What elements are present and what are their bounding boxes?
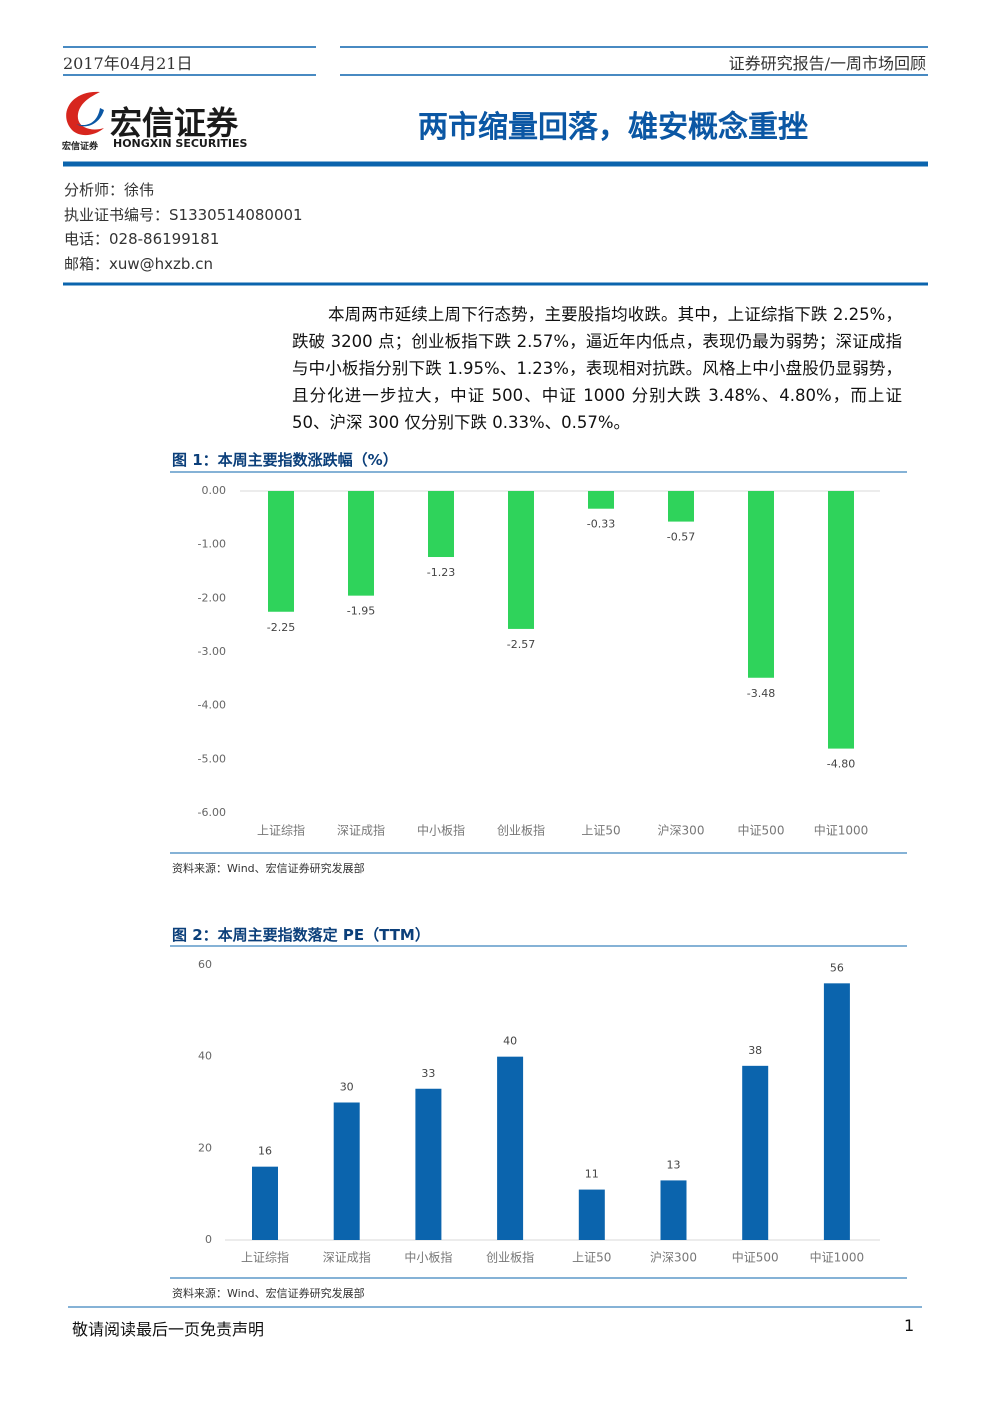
analyst-line: 邮箱：xuw@hxzb.cn xyxy=(64,254,213,273)
x-tick-label: 中证500 xyxy=(732,1250,779,1265)
bar xyxy=(828,491,854,749)
data-label: 11 xyxy=(585,1168,599,1181)
x-tick-label: 深证成指 xyxy=(323,1250,371,1265)
x-tick-label: 上证50 xyxy=(572,1251,611,1265)
y-tick-label: -6.00 xyxy=(198,806,226,819)
chart-title: 图 1：本周主要指数涨跌幅（%） xyxy=(172,451,398,469)
x-tick-label: 中小板指 xyxy=(417,823,465,838)
chart-source: 资料来源：Wind、宏信证券研究发展部 xyxy=(172,862,365,875)
y-tick-label: -3.00 xyxy=(198,645,226,658)
y-tick-label: 20 xyxy=(198,1141,212,1154)
x-tick-label: 中小板指 xyxy=(404,1250,452,1265)
x-tick-label: 深证成指 xyxy=(337,823,385,838)
data-label: -4.80 xyxy=(827,758,855,771)
data-label: 33 xyxy=(421,1067,435,1080)
data-label: 16 xyxy=(258,1145,272,1158)
data-label: -1.23 xyxy=(427,566,455,579)
analyst-info: 分析师：徐伟 执业证书编号：S1330514080001 电话：028-8619… xyxy=(64,178,303,276)
logo-small: 宏信证券 xyxy=(62,142,99,152)
bar xyxy=(588,491,614,509)
analyst-line: 分析师：徐伟 xyxy=(64,181,155,199)
y-tick-label: 60 xyxy=(198,958,212,971)
x-tick-label: 上证综指 xyxy=(257,823,305,838)
disclaimer: 敬请阅读最后一页免责声明 xyxy=(72,1320,265,1339)
bar xyxy=(508,491,534,629)
y-tick-label: -5.00 xyxy=(198,752,226,765)
data-label: 40 xyxy=(503,1035,517,1048)
bar xyxy=(415,1088,442,1240)
bar xyxy=(823,983,850,1240)
logo-swirl xyxy=(76,108,104,127)
body-text: 本周两市延续上周下行态势，主要股指均收跌。其中，上证综指下跌 2.25%，跌破 … xyxy=(292,305,902,432)
x-tick-label: 中证1000 xyxy=(810,1250,865,1265)
logo-mark xyxy=(66,91,104,136)
data-label: -2.25 xyxy=(267,621,295,634)
data-label: -0.33 xyxy=(587,518,615,531)
bar xyxy=(497,1056,524,1240)
data-label: -2.57 xyxy=(507,638,535,651)
bar xyxy=(742,1065,769,1240)
bar xyxy=(428,491,454,558)
data-label: -0.57 xyxy=(667,531,695,544)
y-tick-label: -1.00 xyxy=(198,538,226,551)
bar xyxy=(660,1180,687,1240)
bar xyxy=(668,491,694,522)
data-label: -1.95 xyxy=(347,605,375,618)
report-title: 两市缩量回落，雄安概念重挫 xyxy=(418,110,808,145)
bar xyxy=(252,1166,278,1240)
x-tick-label: 创业板指 xyxy=(486,1250,534,1265)
y-tick-label: 40 xyxy=(198,1050,212,1063)
bar xyxy=(268,491,294,612)
y-tick-label: -4.00 xyxy=(198,699,226,712)
bar xyxy=(333,1102,360,1240)
x-tick-label: 创业板指 xyxy=(497,823,545,838)
data-label: 13 xyxy=(667,1158,681,1171)
logo-en: HONGXIN SECURITIES xyxy=(113,137,248,150)
logo-swirl xyxy=(66,91,104,136)
chart-source: 资料来源：Wind、宏信证券研究发展部 xyxy=(172,1287,365,1300)
data-label: 30 xyxy=(340,1081,354,1094)
x-tick-label: 上证50 xyxy=(581,824,620,838)
x-tick-label: 上证综指 xyxy=(241,1250,289,1265)
logo-cn: 宏信证券 xyxy=(110,104,239,142)
analyst-line: 执业证书编号：S1330514080001 xyxy=(64,205,303,224)
y-tick-label: -2.00 xyxy=(198,591,226,604)
report-date: 2017年04月21日 xyxy=(63,54,193,73)
chart-title: 图 2：本周主要指数落定 PE（TTM） xyxy=(172,926,430,944)
y-tick-label: 0 xyxy=(205,1233,212,1246)
page-number: 1 xyxy=(904,1316,915,1335)
x-tick-label: 沪深300 xyxy=(658,824,705,838)
x-tick-label: 中证500 xyxy=(738,823,785,838)
x-tick-label: 沪深300 xyxy=(650,1251,697,1265)
bar xyxy=(748,491,774,678)
y-tick-label: 0.00 xyxy=(202,484,227,497)
bar xyxy=(348,491,374,596)
x-tick-label: 中证1000 xyxy=(814,823,869,838)
data-label: 56 xyxy=(830,961,844,974)
data-label: -3.48 xyxy=(747,687,775,700)
bar xyxy=(578,1189,605,1240)
data-label: 38 xyxy=(748,1044,762,1057)
report-type: 证券研究报告/一周市场回顾 xyxy=(728,54,926,73)
analyst-line: 电话：028-86199181 xyxy=(64,230,220,248)
